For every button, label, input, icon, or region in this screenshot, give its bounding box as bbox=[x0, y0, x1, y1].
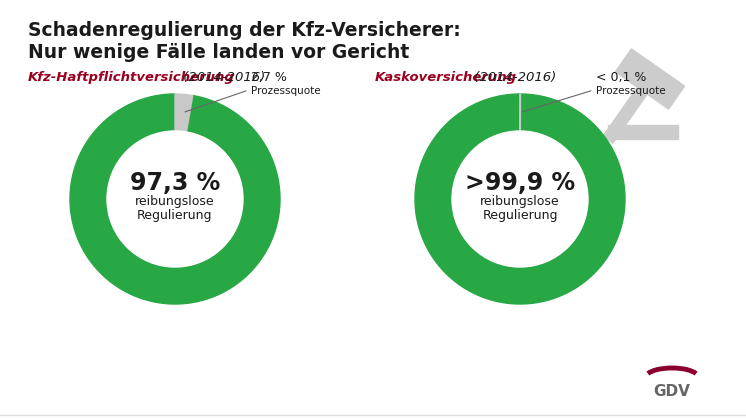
Text: < 0,1 %: < 0,1 % bbox=[595, 71, 646, 84]
Text: Prozessquote: Prozessquote bbox=[595, 86, 665, 96]
Text: Nur wenige Fälle landen vor Gericht: Nur wenige Fälle landen vor Gericht bbox=[28, 43, 410, 62]
Polygon shape bbox=[175, 94, 192, 132]
Text: reibungslose: reibungslose bbox=[135, 196, 215, 209]
Text: (2014-2016): (2014-2016) bbox=[179, 71, 266, 84]
Polygon shape bbox=[415, 94, 625, 304]
Text: Regulierung: Regulierung bbox=[482, 210, 558, 222]
Circle shape bbox=[452, 131, 588, 267]
Polygon shape bbox=[603, 79, 653, 143]
Text: Kfz-Haftpflichtversicherung: Kfz-Haftpflichtversicherung bbox=[28, 71, 235, 84]
Text: 97,3 %: 97,3 % bbox=[130, 171, 220, 195]
Text: Prozessquote: Prozessquote bbox=[251, 86, 320, 96]
Text: (2014-2016): (2014-2016) bbox=[470, 71, 557, 84]
Polygon shape bbox=[70, 94, 280, 304]
Text: >99,9 %: >99,9 % bbox=[465, 171, 575, 195]
Text: Kaskoversicherung: Kaskoversicherung bbox=[375, 71, 517, 84]
Bar bbox=[608, 125, 678, 139]
Text: Regulierung: Regulierung bbox=[137, 210, 213, 222]
Polygon shape bbox=[615, 49, 685, 109]
Circle shape bbox=[107, 131, 243, 267]
Text: GDV: GDV bbox=[653, 383, 691, 398]
Text: Schadenregulierung der Kfz-Versicherer:: Schadenregulierung der Kfz-Versicherer: bbox=[28, 21, 461, 40]
Text: 2,7 %: 2,7 % bbox=[251, 71, 286, 84]
Text: reibungslose: reibungslose bbox=[480, 196, 560, 209]
